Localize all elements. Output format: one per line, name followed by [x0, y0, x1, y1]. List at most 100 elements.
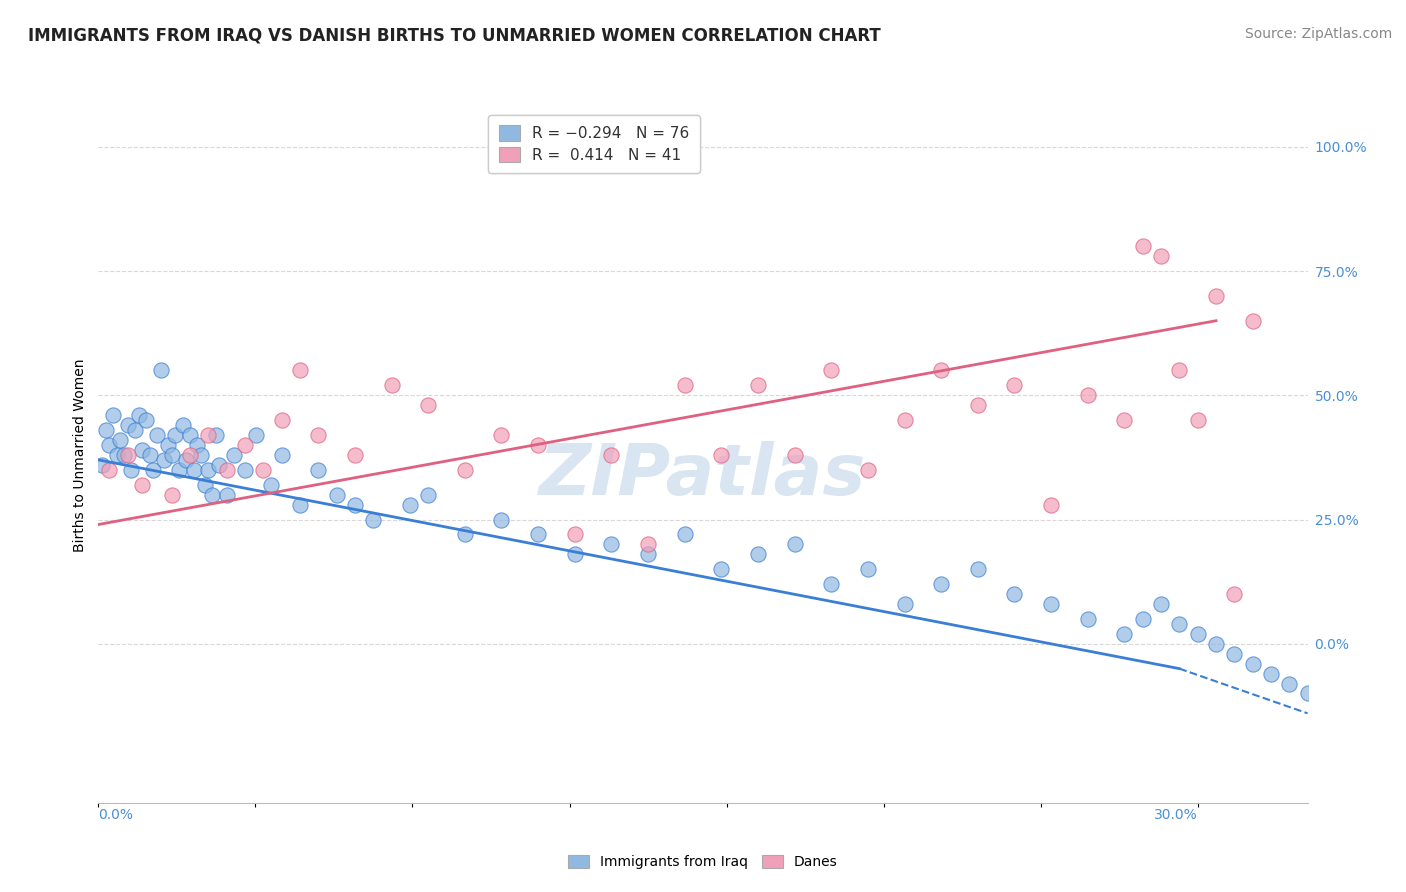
Point [454, 463, 477, 477]
Point [600, 537, 623, 551]
Point [183, 463, 205, 477]
Point [233, 463, 256, 477]
Point [128, 408, 150, 422]
Point [142, 463, 165, 477]
Point [110, 433, 132, 447]
Point [117, 418, 139, 433]
Point [747, 547, 769, 561]
Point [94, 423, 117, 437]
Point [527, 438, 550, 452]
Point [204, 428, 226, 442]
Point [1077, 388, 1099, 402]
Text: Source: ZipAtlas.com: Source: ZipAtlas.com [1244, 27, 1392, 41]
Point [117, 448, 139, 462]
Point [165, 428, 187, 442]
Point [1241, 657, 1264, 671]
Point [673, 378, 696, 392]
Point [783, 448, 806, 462]
Point [1205, 289, 1227, 303]
Point [454, 527, 477, 541]
Point [1150, 597, 1173, 611]
Point [783, 537, 806, 551]
Point [149, 363, 172, 377]
Text: 0.0%: 0.0% [98, 808, 134, 822]
Point [1040, 597, 1063, 611]
Point [1223, 647, 1246, 661]
Point [1132, 612, 1154, 626]
Point [120, 463, 142, 477]
Point [361, 512, 384, 526]
Point [245, 428, 267, 442]
Point [1077, 612, 1099, 626]
Point [146, 428, 169, 442]
Point [929, 577, 952, 591]
Point [856, 562, 879, 576]
Point [138, 448, 160, 462]
Point [637, 547, 659, 561]
Point [105, 448, 128, 462]
Legend: Immigrants from Iraq, Danes: Immigrants from Iraq, Danes [561, 848, 845, 876]
Point [491, 428, 513, 442]
Point [270, 448, 292, 462]
Point [747, 378, 769, 392]
Point [172, 418, 194, 433]
Point [179, 448, 201, 462]
Point [233, 438, 256, 452]
Legend: R = −0.294   N = 76, R =  0.414   N = 41: R = −0.294 N = 76, R = 0.414 N = 41 [488, 115, 700, 173]
Point [252, 463, 274, 477]
Point [176, 453, 198, 467]
Point [673, 527, 696, 541]
Point [1260, 666, 1282, 681]
Point [131, 477, 153, 491]
Point [564, 527, 586, 541]
Point [1205, 637, 1227, 651]
Point [131, 442, 153, 457]
Point [1114, 627, 1136, 641]
Point [307, 463, 329, 477]
Point [325, 488, 347, 502]
Point [710, 562, 733, 576]
Point [637, 537, 659, 551]
Point [418, 398, 440, 412]
Point [197, 463, 219, 477]
Point [91, 458, 114, 472]
Text: IMMIGRANTS FROM IRAQ VS DANISH BIRTHS TO UNMARRIED WOMEN CORRELATION CHART: IMMIGRANTS FROM IRAQ VS DANISH BIRTHS TO… [28, 27, 882, 45]
Point [112, 448, 135, 462]
Point [1040, 498, 1063, 512]
Point [1315, 697, 1337, 711]
Point [600, 448, 623, 462]
Point [820, 363, 842, 377]
Point [929, 363, 952, 377]
Point [1004, 587, 1026, 601]
Point [270, 413, 292, 427]
Point [160, 448, 183, 462]
Point [1187, 627, 1209, 641]
Point [222, 448, 245, 462]
Point [179, 428, 201, 442]
Point [1241, 314, 1264, 328]
Text: 30.0%: 30.0% [1154, 808, 1198, 822]
Point [259, 477, 281, 491]
Point [167, 463, 190, 477]
Point [190, 448, 212, 462]
Point [1168, 616, 1191, 631]
Point [215, 488, 238, 502]
Point [201, 488, 224, 502]
Point [343, 448, 366, 462]
Y-axis label: Births to Unmarried Women: Births to Unmarried Women [73, 359, 87, 551]
Point [1187, 413, 1209, 427]
Point [564, 547, 586, 561]
Point [1223, 587, 1246, 601]
Point [101, 408, 124, 422]
Point [288, 363, 311, 377]
Point [307, 428, 329, 442]
Point [1004, 378, 1026, 392]
Point [1132, 239, 1154, 253]
Point [966, 398, 988, 412]
Point [893, 597, 915, 611]
Point [491, 512, 513, 526]
Point [380, 378, 402, 392]
Point [124, 423, 146, 437]
Point [856, 463, 879, 477]
Point [288, 498, 311, 512]
